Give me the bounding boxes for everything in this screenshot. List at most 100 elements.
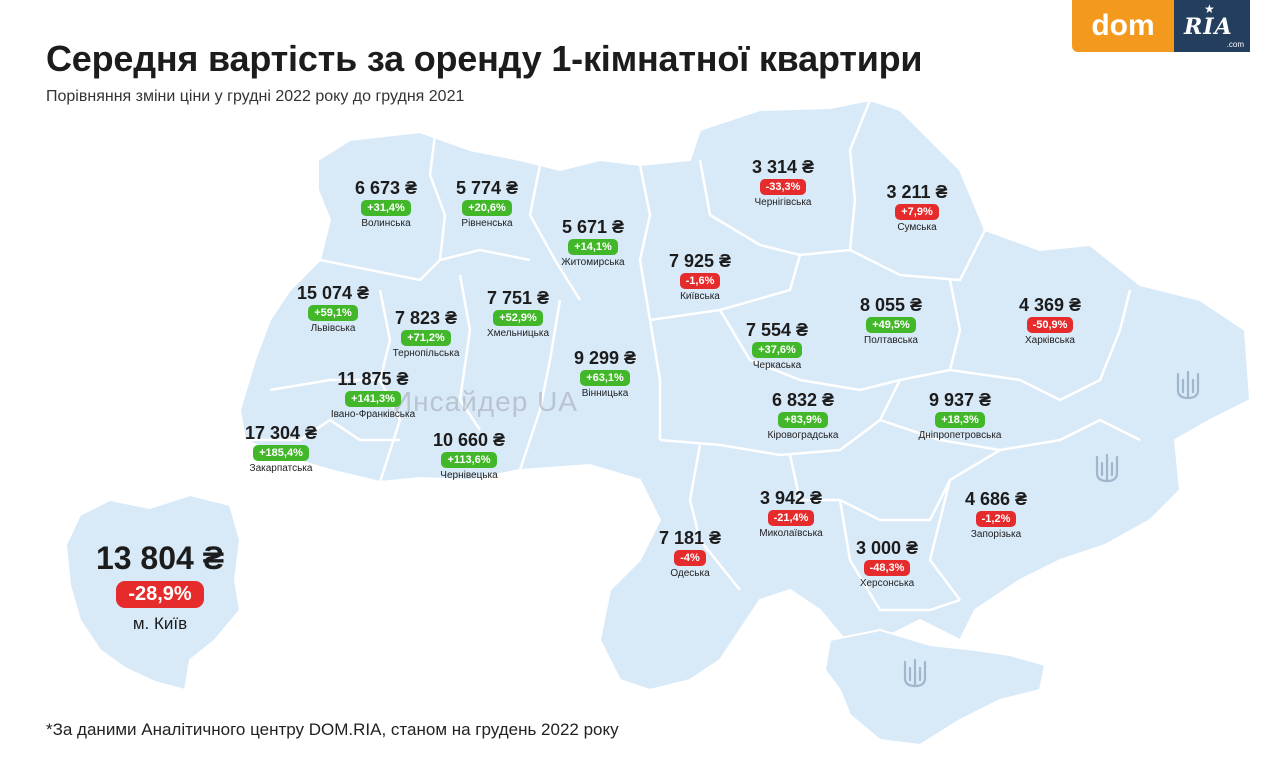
region-label-chernivetska: 10 660 ₴ +113,6% Чернівецька bbox=[409, 430, 529, 481]
region-price: 4 686 ₴ bbox=[964, 489, 1028, 509]
region-name: Київська bbox=[680, 291, 720, 302]
region-label-zakarpatska: 17 304 ₴ +185,4% Закарпатська bbox=[221, 423, 341, 474]
region-borders bbox=[245, 99, 1141, 612]
region-change-badge: +71,2% bbox=[401, 330, 451, 346]
region-price: 5 774 ₴ bbox=[455, 178, 519, 198]
region-name: Закарпатська bbox=[249, 463, 313, 474]
region-name: Полтавська bbox=[864, 335, 918, 346]
region-label-zhytomyrska: 5 671 ₴ +14,1% Житомирська bbox=[533, 217, 653, 268]
kyiv-price: 13 804 ₴ bbox=[95, 540, 225, 576]
region-label-vinnytska: 9 299 ₴ +63,1% Вінницька bbox=[545, 348, 665, 399]
region-change-badge: -21,4% bbox=[767, 510, 815, 526]
watermark: Инсайдер UA bbox=[392, 386, 578, 417]
region-price: 9 937 ₴ bbox=[928, 390, 992, 410]
region-price: 3 942 ₴ bbox=[759, 488, 823, 508]
region-name: Херсонська bbox=[859, 578, 915, 589]
region-change-badge: -1,2% bbox=[975, 511, 1017, 527]
region-price: 6 832 ₴ bbox=[771, 390, 835, 410]
region-change-badge: -33,3% bbox=[759, 179, 807, 195]
region-change-badge: -4% bbox=[674, 550, 706, 566]
region-price: 11 875 ₴ bbox=[337, 369, 409, 389]
region-label-kharkivska: 4 369 ₴ -50,9% Харківська bbox=[990, 295, 1110, 346]
region-name: Житомирська bbox=[561, 257, 625, 268]
source-footnote: *За даними Аналітичного центру DOM.RIA, … bbox=[46, 720, 619, 739]
region-name: Хмельницька bbox=[486, 328, 550, 339]
region-price: 3 314 ₴ bbox=[751, 157, 815, 177]
dom-ria-logo[interactable]: dom ★ RIA .com bbox=[1072, 0, 1250, 52]
page-subtitle: Порівняння зміни ціни у грудні 2022 року… bbox=[46, 88, 465, 105]
region-label-odeska: 7 181 ₴ -4% Одеська bbox=[630, 528, 750, 579]
region-price: 5 671 ₴ bbox=[561, 217, 625, 237]
region-name: Дніпропетровська bbox=[918, 430, 1002, 441]
region-price: 7 823 ₴ bbox=[394, 308, 458, 328]
region-change-badge: +141,3% bbox=[345, 391, 401, 407]
region-name: Тернопільська bbox=[392, 348, 460, 359]
region-label-dnipropetrovska: 9 937 ₴ +18,3% Дніпропетровська bbox=[900, 390, 1020, 441]
region-name: Івано-Франківська bbox=[330, 409, 416, 420]
region-label-mykolaivska: 3 942 ₴ -21,4% Миколаївська bbox=[731, 488, 851, 539]
region-price: 7 554 ₴ bbox=[745, 320, 809, 340]
region-name: Харківська bbox=[1025, 335, 1075, 346]
trident-icon bbox=[903, 658, 927, 688]
region-label-ternopilska: 7 823 ₴ +71,2% Тернопільська bbox=[366, 308, 486, 359]
region-name: Запорізька bbox=[970, 529, 1022, 540]
region-label-ivano-frankivska: 11 875 ₴ +141,3% Івано-Франківська bbox=[313, 369, 433, 420]
region-label-khersonska: 3 000 ₴ -48,3% Херсонська bbox=[827, 538, 947, 589]
region-change-badge: +185,4% bbox=[253, 445, 309, 461]
region-label-cherkaska: 7 554 ₴ +37,6% Черкаська bbox=[717, 320, 837, 371]
region-change-badge: +20,6% bbox=[462, 200, 512, 216]
region-change-badge: +52,9% bbox=[493, 310, 543, 326]
region-label-chernihivska: 3 314 ₴ -33,3% Чернігівська bbox=[723, 157, 843, 208]
region-change-badge: +7,9% bbox=[895, 204, 939, 220]
region-name: Чернігівська bbox=[754, 197, 812, 208]
region-name: Рівненська bbox=[461, 218, 513, 229]
region-label-poltavska: 8 055 ₴ +49,5% Полтавська bbox=[831, 295, 951, 346]
region-name: Вінницька bbox=[581, 388, 629, 399]
region-name: Сумська bbox=[897, 222, 937, 233]
region-change-badge: -50,9% bbox=[1026, 317, 1074, 333]
region-change-badge: +83,9% bbox=[778, 412, 828, 428]
region-change-badge: +63,1% bbox=[580, 370, 630, 386]
region-label-rivnenska: 5 774 ₴ +20,6% Рівненська bbox=[427, 178, 547, 229]
kyiv-change-badge: -28,9% bbox=[116, 581, 204, 608]
kyiv-name: м. Київ bbox=[132, 614, 188, 633]
logo-ria: ★ RIA .com bbox=[1174, 0, 1250, 52]
page-title: Середня вартість за оренду 1-кімнатної к… bbox=[46, 38, 923, 79]
region-label-khmelnytska: 7 751 ₴ +52,9% Хмельницька bbox=[458, 288, 578, 339]
star-icon: ★ bbox=[1204, 2, 1215, 16]
region-label-sumska: 3 211 ₴ +7,9% Сумська bbox=[857, 182, 977, 233]
region-name: Одеська bbox=[670, 568, 710, 579]
region-change-badge: -1,6% bbox=[679, 273, 721, 289]
region-price: 4 369 ₴ bbox=[1018, 295, 1082, 315]
region-price: 8 055 ₴ bbox=[859, 295, 923, 315]
trident-icon bbox=[1095, 453, 1119, 483]
region-change-badge: +14,1% bbox=[568, 239, 618, 255]
region-price: 7 751 ₴ bbox=[486, 288, 550, 308]
crimea-shape bbox=[823, 628, 1047, 747]
logo-dom: dom bbox=[1072, 0, 1174, 52]
trident-icon bbox=[1176, 370, 1200, 400]
region-change-badge: +31,4% bbox=[361, 200, 411, 216]
region-change-badge: +49,5% bbox=[866, 317, 916, 333]
ukraine-mainland-shape bbox=[238, 98, 1252, 692]
region-change-badge: +113,6% bbox=[441, 452, 497, 468]
region-change-badge: +37,6% bbox=[752, 342, 802, 358]
region-price: 15 074 ₴ bbox=[296, 283, 370, 303]
region-name: Миколаївська bbox=[759, 528, 823, 539]
region-label-zaporizka: 4 686 ₴ -1,2% Запорізька bbox=[936, 489, 1056, 540]
region-name: Волинська bbox=[361, 218, 411, 229]
region-change-badge: +18,3% bbox=[935, 412, 985, 428]
region-name: Кіровоградська bbox=[767, 430, 839, 441]
region-price: 3 211 ₴ bbox=[886, 182, 948, 202]
region-label-volynska: 6 673 ₴ +31,4% Волинська bbox=[326, 178, 446, 229]
region-price: 6 673 ₴ bbox=[354, 178, 418, 198]
region-price: 7 181 ₴ bbox=[658, 528, 722, 548]
region-label-lvivska: 15 074 ₴ +59,1% Львівська bbox=[273, 283, 393, 334]
region-name: Львівська bbox=[310, 323, 356, 334]
region-name: Чернівецька bbox=[440, 470, 498, 481]
region-change-badge: +59,1% bbox=[308, 305, 358, 321]
region-price: 10 660 ₴ bbox=[432, 430, 506, 450]
logo-ria-text: RIA bbox=[1184, 14, 1233, 40]
region-price: 3 000 ₴ bbox=[855, 538, 919, 558]
